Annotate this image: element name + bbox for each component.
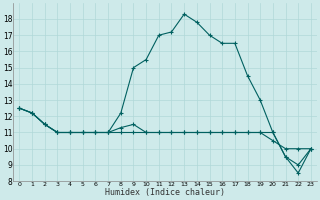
- X-axis label: Humidex (Indice chaleur): Humidex (Indice chaleur): [105, 188, 225, 197]
